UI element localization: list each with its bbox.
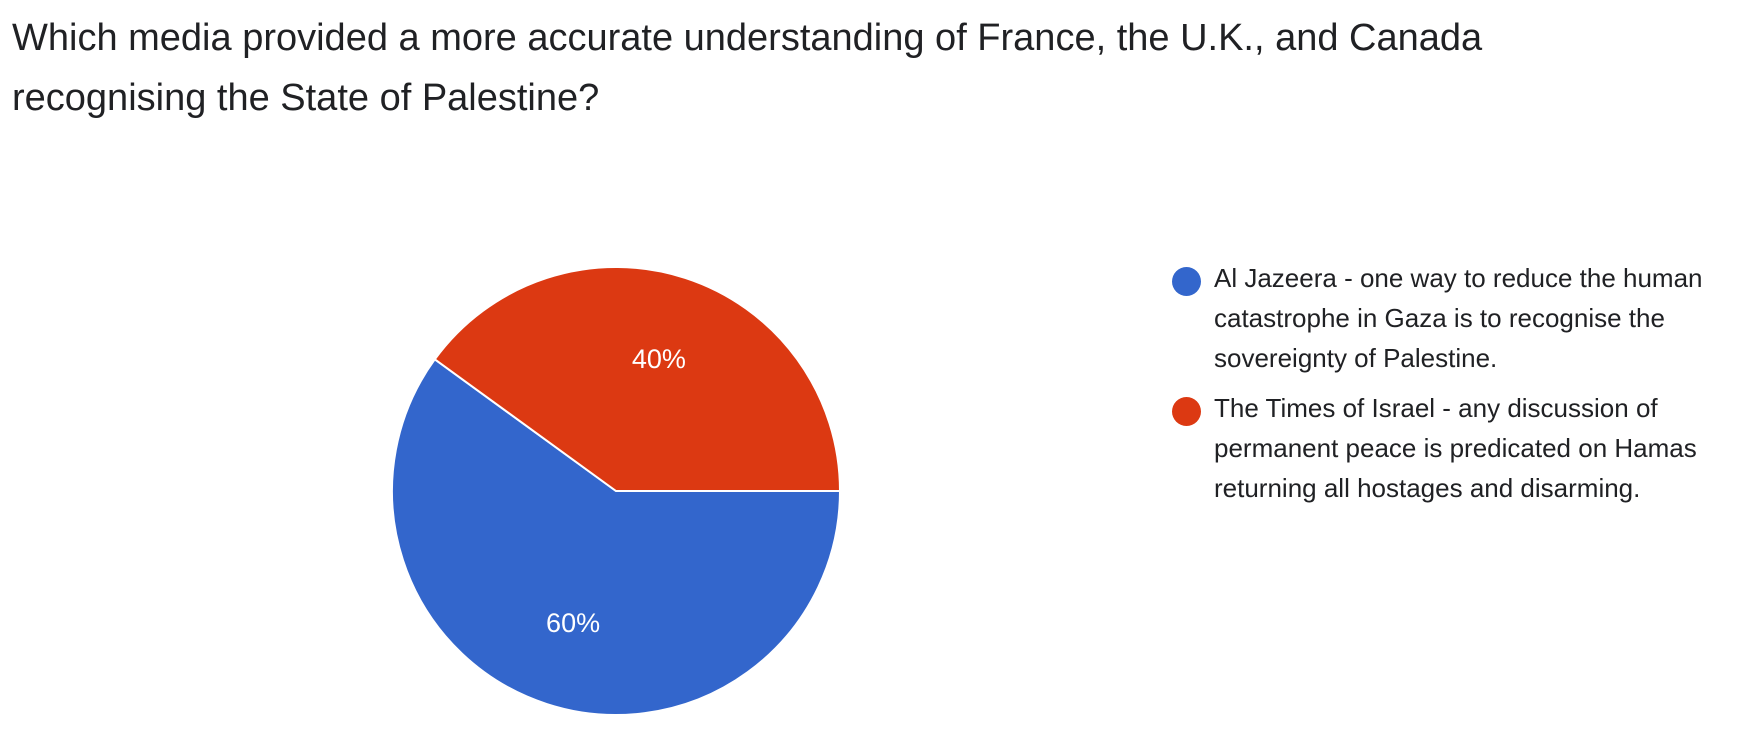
legend-item-al-jazeera[interactable]: Al Jazeera - one way to reduce the human… [1172,258,1732,378]
pie-slice-label-al-jazeera: 60% [546,608,600,638]
pie-slice-al-jazeera[interactable] [391,357,842,716]
question-title: Which media provided a more accurate und… [12,17,1483,119]
legend-swatch-al-jazeera [1172,267,1201,296]
pie-slice-times-of-israel[interactable] [433,266,842,492]
legend-label-times-of-israel: The Times of Israel - any discussion of … [1214,393,1697,503]
chart-legend: Al Jazeera - one way to reduce the human… [1172,258,1732,518]
legend-item-times-of-israel[interactable]: The Times of Israel - any discussion of … [1172,388,1732,508]
legend-label-al-jazeera: Al Jazeera - one way to reduce the human… [1214,263,1703,373]
legend-swatch-times-of-israel [1172,397,1201,426]
pie-slice-label-times-of-israel: 40% [632,344,686,374]
